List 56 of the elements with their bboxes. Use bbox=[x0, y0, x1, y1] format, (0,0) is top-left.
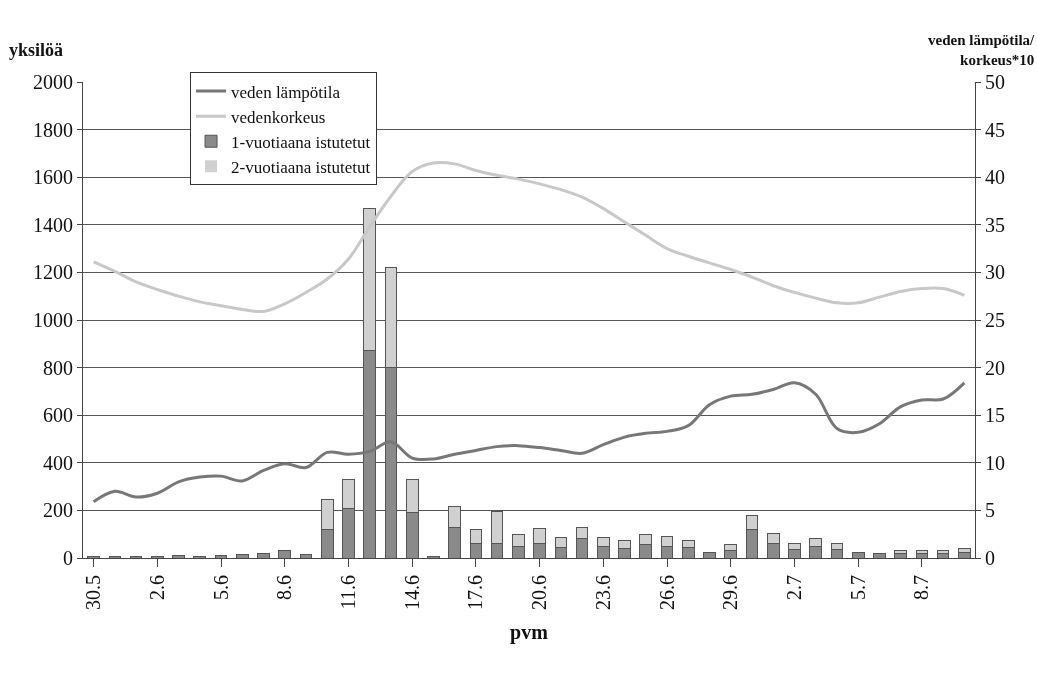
x-tick-label: 5.7 bbox=[846, 575, 869, 600]
y2-tick-label: 45 bbox=[985, 118, 1005, 141]
x-tick-label: 17.6 bbox=[464, 575, 487, 610]
y2-tick-label: 0 bbox=[985, 547, 995, 569]
x-tick-label: 26.6 bbox=[655, 575, 678, 610]
bar bbox=[851, 551, 865, 558]
bar bbox=[278, 550, 292, 558]
bar bbox=[703, 551, 716, 558]
legend-label: 2-vuotiaana istutetut bbox=[231, 157, 371, 177]
bar bbox=[936, 549, 950, 554]
y2-tick-label: 5 bbox=[985, 499, 995, 522]
y-tick-label: 1200 bbox=[33, 261, 73, 284]
x-tick-label: 14.6 bbox=[400, 575, 423, 610]
y2-tick-label: 40 bbox=[985, 166, 1005, 189]
x-tick-label: 11.6 bbox=[336, 575, 359, 610]
bar bbox=[172, 555, 185, 558]
bar bbox=[299, 554, 313, 558]
y-tick-label: 200 bbox=[43, 499, 73, 522]
y-tick-label: 1400 bbox=[33, 213, 73, 236]
bar bbox=[235, 554, 249, 558]
x-axis-title: pvm bbox=[510, 620, 549, 644]
y-tick-label: 600 bbox=[43, 404, 73, 427]
x-tick-label: 30.5 bbox=[82, 575, 105, 610]
legend-label: veden lämpötila bbox=[231, 82, 341, 102]
bar bbox=[873, 553, 886, 558]
y-axis-title: yksilöä bbox=[9, 40, 64, 60]
bar bbox=[257, 552, 270, 558]
x-tick-label: 20.6 bbox=[528, 575, 551, 610]
x-tick-label: 23.6 bbox=[591, 575, 614, 610]
y-tick-label: 400 bbox=[43, 451, 73, 474]
x-tick-label: 29.6 bbox=[719, 575, 742, 610]
x-tick-label: 2.7 bbox=[782, 575, 805, 600]
y2-axis-title: veden lämpötila/ korkeus*10 bbox=[928, 32, 1036, 68]
y-tick-label: 2000 bbox=[33, 71, 73, 93]
bar bbox=[915, 550, 929, 554]
legend-label: vedenkorkeus bbox=[231, 107, 326, 127]
y-tick-label: 1000 bbox=[33, 309, 73, 331]
y-tick-label: 0 bbox=[63, 547, 73, 569]
y-tick-label: 1600 bbox=[33, 166, 73, 189]
y2-tick-label: 20 bbox=[985, 356, 1005, 379]
y2-tick-label: 25 bbox=[985, 309, 1005, 331]
line-series bbox=[92, 381, 966, 504]
x-tick-label: 5.6 bbox=[209, 575, 232, 600]
bar bbox=[894, 550, 908, 554]
legend-label: 1-vuotiaana istutetut bbox=[231, 132, 371, 152]
x-tick-label: 2.6 bbox=[145, 575, 168, 600]
y-tick-label: 800 bbox=[43, 356, 73, 379]
y2-tick-label: 50 bbox=[985, 71, 1005, 93]
x-tick-label: 8.7 bbox=[910, 575, 933, 600]
y-tick-label: 1800 bbox=[33, 118, 73, 141]
x-tick-label: 8.6 bbox=[273, 575, 296, 600]
y2-tick-label: 10 bbox=[985, 451, 1005, 474]
y2-tick-label: 30 bbox=[985, 261, 1005, 284]
y2-tick-label: 35 bbox=[985, 213, 1005, 236]
y2-tick-label: 15 bbox=[985, 404, 1005, 427]
bar bbox=[214, 555, 228, 558]
